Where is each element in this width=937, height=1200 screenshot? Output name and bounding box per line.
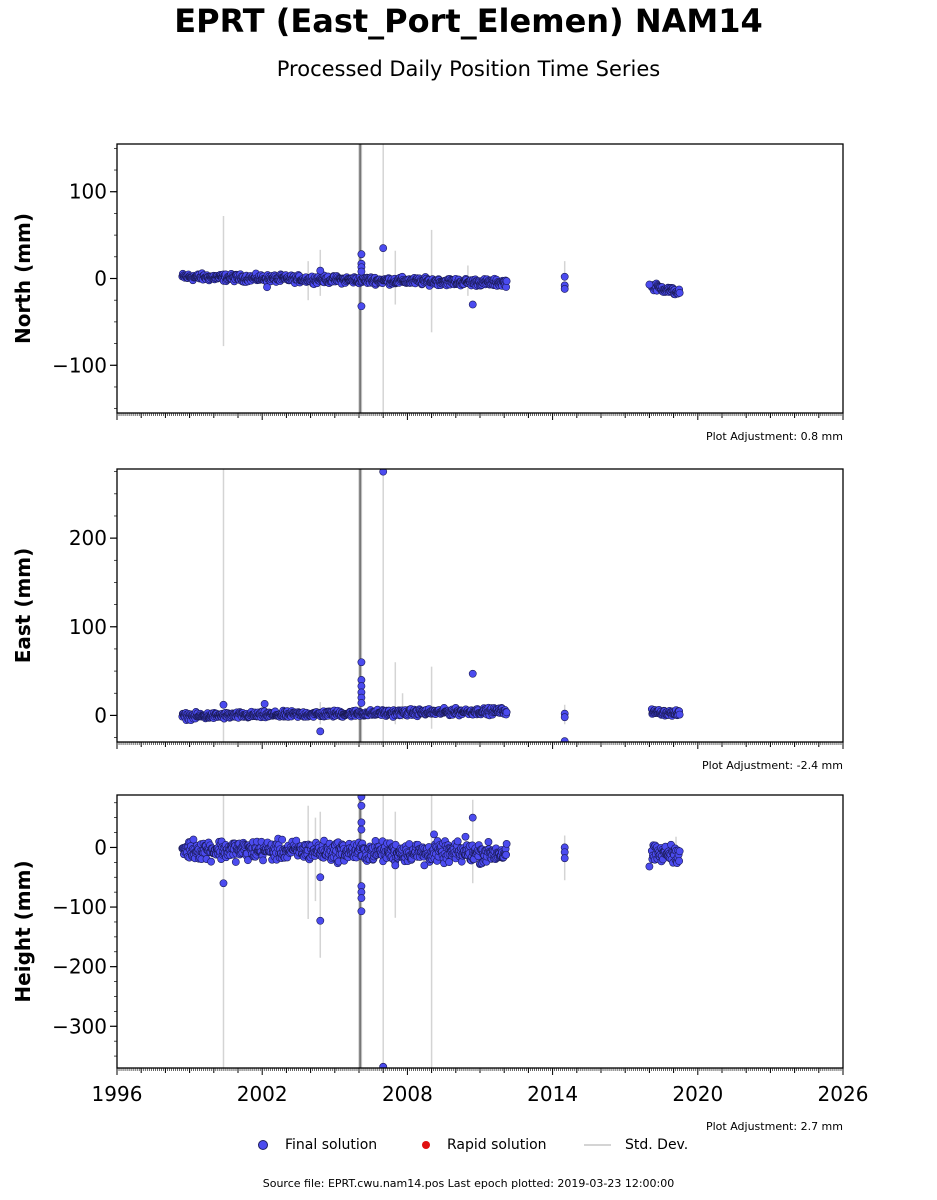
data-point-outlier xyxy=(357,267,366,276)
data-point-outlier xyxy=(263,283,271,292)
legend-item-std: Std. Dev. xyxy=(584,1137,688,1153)
data-point-outlier xyxy=(357,825,366,834)
x-tick-label: 2002 xyxy=(237,1082,288,1106)
legend: Final solution Rapid solution Std. Dev. xyxy=(248,1137,718,1157)
plot-area-2 xyxy=(178,795,684,1068)
data-point-outlier xyxy=(391,861,400,870)
data-point-outlier xyxy=(219,879,228,888)
data-point xyxy=(502,277,511,286)
data-point xyxy=(675,710,684,719)
legend-label-std: Std. Dev. xyxy=(625,1137,689,1153)
data-point-outlier xyxy=(357,658,366,667)
data-point xyxy=(675,857,684,865)
y-tick-label: −200 xyxy=(52,955,107,979)
y-tick-label: 0 xyxy=(94,703,107,727)
data-point xyxy=(189,835,198,844)
plot-area-0 xyxy=(178,144,684,413)
y-tick-label: 0 xyxy=(94,835,107,859)
chart-subtitle: Processed Daily Position Time Series xyxy=(276,57,661,81)
data-point xyxy=(502,708,511,717)
y-tick-label: 100 xyxy=(69,615,107,639)
y-tick-label: −100 xyxy=(52,895,107,919)
legend-item-rapid: Rapid solution xyxy=(422,1137,547,1153)
data-point-outlier xyxy=(379,1062,388,1068)
data-point-outlier xyxy=(316,727,325,736)
data-point-outlier xyxy=(357,894,366,903)
data-point-outlier xyxy=(357,699,366,707)
x-tick-label: 2026 xyxy=(818,1082,869,1106)
data-point-outlier xyxy=(430,830,438,839)
data-point xyxy=(502,850,511,859)
data-point-outlier xyxy=(645,862,654,871)
data-point xyxy=(675,847,684,856)
data-point-outlier xyxy=(357,250,366,259)
data-point-outlier xyxy=(357,907,366,916)
data-point-outlier xyxy=(260,699,269,708)
std-dev-line-icon xyxy=(584,1144,611,1146)
data-point xyxy=(278,835,287,844)
data-point-outlier xyxy=(560,737,569,742)
data-point-outlier xyxy=(316,916,325,925)
data-point-outlier xyxy=(468,813,477,822)
data-point xyxy=(445,858,454,867)
legend-label-final: Final solution xyxy=(285,1137,378,1153)
data-point-outlier xyxy=(316,873,325,882)
data-point-outlier xyxy=(468,300,477,309)
data-point xyxy=(259,856,267,865)
data-point-outlier xyxy=(560,713,569,722)
data-point-outlier xyxy=(316,266,325,275)
data-point xyxy=(453,837,462,846)
axes-frame xyxy=(116,468,844,743)
chart-title: EPRT (East_Port_Elemen) NAM14 xyxy=(174,2,763,40)
data-point-outlier xyxy=(560,272,569,281)
data-point xyxy=(484,838,493,846)
data-point-outlier xyxy=(357,801,366,810)
x-tick-label: 1996 xyxy=(92,1082,143,1106)
rapid-solution-marker-icon xyxy=(422,1141,430,1149)
y-tick-label: −100 xyxy=(52,353,107,377)
data-point xyxy=(244,856,252,865)
source-footer: Source file: EPRT.cwu.nam14.pos Last epo… xyxy=(262,1177,675,1190)
plot-adjustment-label: Plot Adjustment: -2.4 mm xyxy=(702,759,843,772)
data-point-outlier xyxy=(461,832,470,841)
data-point-outlier xyxy=(420,861,429,870)
legend-item-final: Final solution xyxy=(258,1137,377,1153)
y-tick-label: 200 xyxy=(69,526,107,550)
y-tick-label: −300 xyxy=(52,1014,107,1038)
plot-area-1 xyxy=(178,469,684,742)
y-axis-label: Height (mm) xyxy=(11,860,35,1002)
axes-frame xyxy=(116,794,844,1069)
y-axis-label: East (mm) xyxy=(11,548,35,664)
data-point-outlier xyxy=(560,854,569,863)
data-point-outlier xyxy=(357,302,366,311)
x-tick-label: 2020 xyxy=(672,1082,723,1106)
data-point xyxy=(207,857,215,866)
data-point-outlier xyxy=(560,285,569,293)
data-point-outlier xyxy=(357,795,366,801)
y-tick-label: 100 xyxy=(69,180,107,204)
data-point-outlier xyxy=(645,280,654,289)
final-solution-marker-icon xyxy=(258,1140,268,1150)
data-point xyxy=(675,288,684,297)
data-point-outlier xyxy=(468,669,477,678)
y-axis-label: North (mm) xyxy=(11,213,35,344)
data-point-outlier xyxy=(219,700,228,709)
data-point xyxy=(502,839,511,848)
x-tick-label: 2014 xyxy=(527,1082,578,1106)
plot-adjustment-label: Plot Adjustment: 2.7 mm xyxy=(706,1120,843,1133)
data-point-outlier xyxy=(379,469,388,476)
legend-label-rapid: Rapid solution xyxy=(447,1137,547,1153)
data-point-outlier xyxy=(379,244,388,253)
x-tick-label: 2008 xyxy=(382,1082,433,1106)
plot-adjustment-label: Plot Adjustment: 0.8 mm xyxy=(706,430,843,443)
data-point xyxy=(231,858,240,866)
data-point-outlier xyxy=(357,818,366,827)
y-tick-label: 0 xyxy=(94,267,107,291)
